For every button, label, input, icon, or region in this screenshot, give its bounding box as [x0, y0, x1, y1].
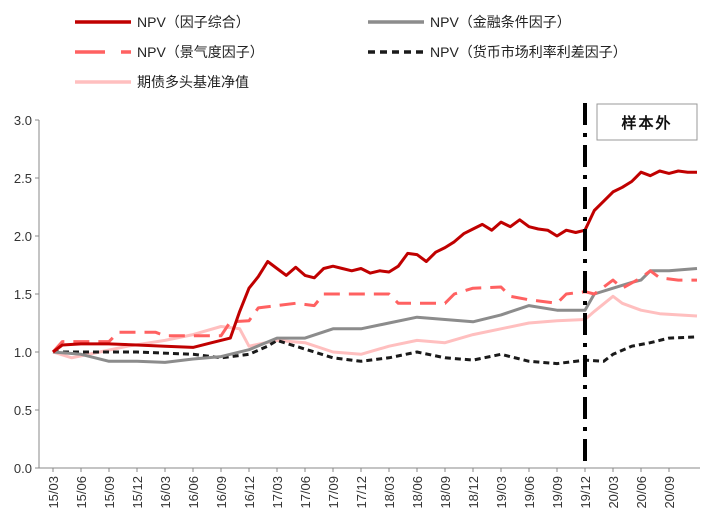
y-tick-label: 1.0: [14, 345, 32, 360]
x-tick-label: 15/12: [130, 476, 145, 509]
x-tick-label: 15/06: [74, 476, 89, 509]
x-tick-label: 20/06: [634, 476, 649, 509]
series-line-2: [51, 269, 697, 353]
x-tick-label: 20/09: [662, 476, 677, 509]
x-tick-label: 15/03: [46, 476, 61, 509]
x-tick-label: 19/12: [578, 476, 593, 509]
legend-label-0: NPV（因子综合）: [137, 14, 250, 30]
series-lines: [51, 169, 698, 366]
legend: NPV（因子综合） NPV（金融条件因子） NPV（景气度因子） NPV（货币市场利率…: [75, 14, 627, 90]
out-of-sample-box: [596, 103, 698, 141]
out-of-sample-label: 样本外: [621, 114, 672, 132]
series-line-4: [52, 294, 698, 360]
series-line-1: [52, 267, 698, 364]
x-tick-label: 18/12: [466, 476, 481, 509]
x-tick-label: 16/06: [186, 476, 201, 509]
x-tick-label: 15/09: [102, 476, 117, 509]
y-tick-label: 3.0: [14, 113, 32, 128]
x-tick-label: 19/06: [522, 476, 537, 509]
x-tick-label: 19/03: [494, 476, 509, 509]
y-tick-label: 1.5: [14, 287, 32, 302]
x-tick-label: 18/03: [382, 476, 397, 509]
x-tick-label: 18/09: [438, 476, 453, 509]
x-tick-label: 16/09: [214, 476, 229, 509]
x-tick-label: 18/06: [410, 476, 425, 509]
y-tick-label: 0.0: [14, 461, 32, 476]
legend-label-1: NPV（金融条件因子）: [430, 14, 571, 30]
legend-label-2: NPV（景气度因子）: [137, 44, 264, 60]
legend-label-4: 期债多头基准净值: [137, 74, 249, 90]
x-tick-label: 20/03: [606, 476, 621, 509]
x-tick-label: 19/09: [550, 476, 565, 509]
legend-label-3: NPV（货币市场利率利差因子）: [430, 44, 627, 60]
x-tick-label: 17/06: [298, 476, 313, 509]
x-tick-label: 17/12: [354, 476, 369, 509]
y-tick-label: 2.5: [14, 171, 32, 186]
out-of-sample-annotation: 样本外: [583, 103, 698, 466]
y-tick-label: 0.5: [14, 403, 32, 418]
series-line-0: [52, 169, 697, 354]
y-tick-label: 2.0: [14, 229, 32, 244]
x-tick-label: 17/09: [326, 476, 341, 509]
x-tick-label: 17/03: [270, 476, 285, 509]
series-line-3: [53, 335, 698, 366]
x-tick-label: 16/12: [242, 476, 257, 509]
x-tick-label: 16/03: [158, 476, 173, 509]
axes: 0.0 0.5 1.0 1.5 2.0 2.5 3.0 15/03 15/06 15/09 15/1…: [14, 113, 700, 509]
